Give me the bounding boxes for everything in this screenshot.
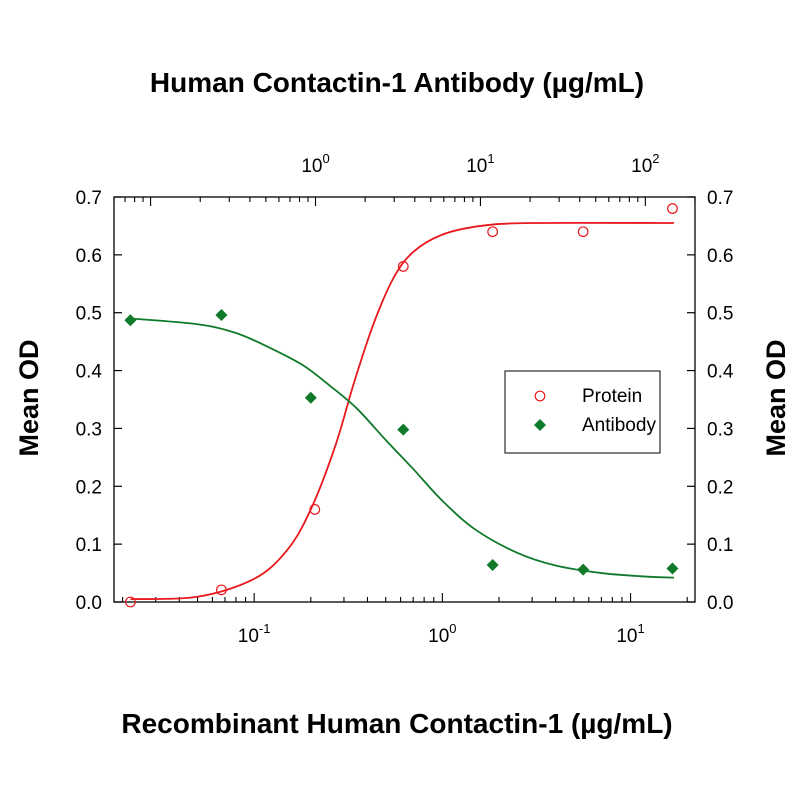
y-axis-label-right: Mean OD <box>761 339 791 456</box>
x-top-tick-label-base: 10 <box>631 156 652 177</box>
legend-box <box>504 370 661 454</box>
y-tick-label: 0.6 <box>76 246 102 267</box>
y-right-tick-label: 0.0 <box>707 593 733 614</box>
y-right-tick-label: 0.4 <box>707 362 734 383</box>
antibody-data-point <box>304 391 317 404</box>
x-bottom-tick-label-exponent: 0 <box>449 621 456 636</box>
x-axis-bottom: 10-1 100 101 <box>122 593 688 647</box>
protein-data-point <box>667 203 678 214</box>
y-tick-label: 0.5 <box>76 304 102 325</box>
y-right-tick-label: 0.1 <box>707 535 733 556</box>
y-right-tick-label: 0.2 <box>707 477 733 498</box>
legend-antibody-marker <box>534 419 546 431</box>
x-bottom-tick-label: 101 <box>616 621 644 647</box>
y-tick-label: 0.0 <box>76 593 102 614</box>
legend-protein-label: Protein <box>582 386 642 407</box>
x-axis-label: Recombinant Human Contactin-1 (µg/mL) <box>121 708 672 739</box>
y-tick-label: 0.7 <box>76 188 102 209</box>
x-bottom-tick-label-base: 10 <box>428 626 449 647</box>
legend-protein-marker <box>534 390 546 402</box>
y-right-tick-label: 0.7 <box>707 188 733 209</box>
y-axis-left: 0.0 0.1 0.2 0.3 0.4 0.5 0.6 0.7 <box>76 188 122 614</box>
legend-antibody-label: Antibody <box>582 415 656 436</box>
legend: Protein Antibody <box>504 370 661 454</box>
x-top-tick-label-exponent: 1 <box>487 151 494 166</box>
y-axis-label-left: Mean OD <box>14 339 44 456</box>
x-top-tick-label: 100 <box>301 151 329 177</box>
y-tick-label: 0.3 <box>76 419 102 440</box>
x-top-tick-label-base: 10 <box>466 156 487 177</box>
x-top-tick-label-exponent: 2 <box>652 151 659 166</box>
x-bottom-tick-label: 10-1 <box>238 621 271 647</box>
y-tick-label: 0.2 <box>76 477 102 498</box>
x-top-tick-label-base: 10 <box>301 156 322 177</box>
protein-data-point <box>397 261 409 272</box>
antibody-fit-curve <box>130 317 674 579</box>
antibody-data-point <box>397 423 410 436</box>
y-right-tick-label: 0.3 <box>707 419 733 440</box>
antibody-data-point <box>666 562 679 575</box>
y-tick-label: 0.1 <box>76 535 102 556</box>
x-top-tick-label-exponent: 0 <box>322 151 329 166</box>
protein-data-point <box>125 596 136 608</box>
plot-frame <box>113 196 696 603</box>
y-axis-right: 0.0 0.1 0.2 0.3 0.4 0.5 0.6 0.7 <box>687 188 734 614</box>
x-top-tick-label: 102 <box>631 151 659 177</box>
protein-data-point <box>487 226 499 238</box>
x-bottom-tick-label-exponent: -1 <box>259 621 271 636</box>
antibody-data-point <box>577 563 590 576</box>
protein-fit-curve <box>130 221 674 601</box>
fit-curves <box>130 221 674 601</box>
antibody-data-point <box>215 309 228 322</box>
x-axis-top: 100 101 102 <box>113 151 696 206</box>
chart-title: Human Contactin-1 Antibody (µg/mL) <box>150 67 644 98</box>
protein-data-point <box>309 504 321 515</box>
x-bottom-tick-label: 100 <box>428 621 456 647</box>
x-bottom-tick-label-base: 10 <box>616 626 637 647</box>
x-top-tick-label: 101 <box>466 151 494 177</box>
x-bottom-tick-label-exponent: 1 <box>638 621 645 636</box>
protein-data-point <box>577 226 589 238</box>
protein-data-point <box>216 584 227 596</box>
data-points <box>124 203 679 608</box>
y-right-tick-label: 0.6 <box>707 246 733 267</box>
y-right-tick-label: 0.5 <box>707 304 733 325</box>
x-bottom-tick-label-base: 10 <box>238 626 259 647</box>
antibody-data-point <box>124 314 137 327</box>
antibody-data-point <box>486 558 499 571</box>
y-tick-label: 0.4 <box>76 362 103 383</box>
